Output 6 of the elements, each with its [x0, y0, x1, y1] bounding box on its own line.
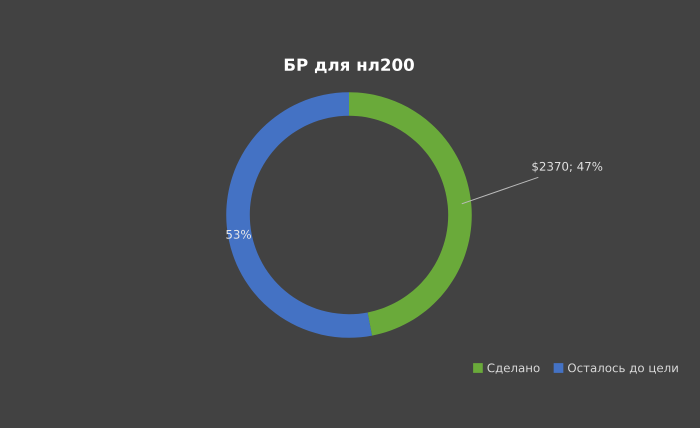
donut-slice: [349, 92, 472, 336]
data-label: $2370; 47%: [532, 162, 602, 172]
donut-slice: [226, 92, 372, 338]
chart-title: БР для нл200: [284, 58, 414, 74]
legend-label: Сделано: [487, 363, 540, 374]
legend-label: Осталось до цели: [568, 363, 678, 374]
